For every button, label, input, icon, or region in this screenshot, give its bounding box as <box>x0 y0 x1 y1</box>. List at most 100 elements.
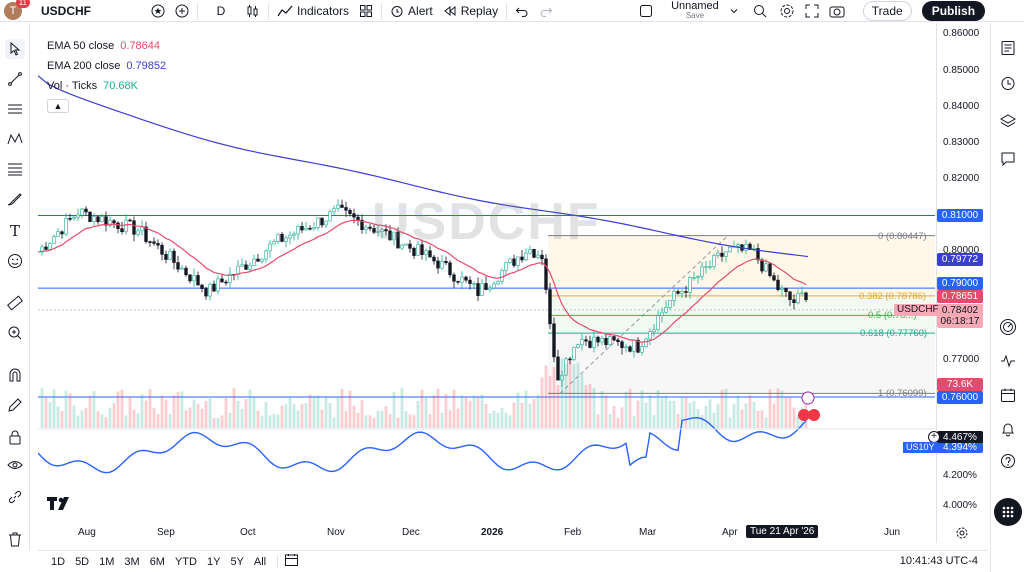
range-5y[interactable]: 5Y <box>230 555 244 568</box>
link-icon[interactable] <box>5 487 25 507</box>
publish-button[interactable]: Publish <box>917 0 990 22</box>
time-axis-settings-button[interactable] <box>955 526 969 543</box>
indicators-button[interactable]: Indicators <box>272 0 354 22</box>
time-tick: Oct <box>240 527 256 538</box>
candle-body <box>712 255 716 267</box>
undo-button[interactable] <box>510 0 534 22</box>
volume-legend[interactable]: Vol · Ticks 70.68K <box>47 76 166 96</box>
candle-body <box>476 283 480 296</box>
price-scale[interactable]: 0.86000 0.85000 0.84000 0.83000 0.82000 … <box>928 23 990 543</box>
add-symbol-button[interactable] <box>170 0 194 22</box>
range-ytd[interactable]: YTD <box>174 555 197 568</box>
alert-button[interactable]: Alert <box>385 0 438 22</box>
volume-bar <box>380 410 384 428</box>
event-flash-icon <box>801 391 815 405</box>
time-axis[interactable]: Aug Sep Oct Nov Dec 2026 Feb Mar Apr Jun… <box>38 522 936 542</box>
text-tool-icon[interactable]: T <box>9 222 20 240</box>
star-icon <box>151 4 165 17</box>
time-tick: Mar <box>639 527 657 538</box>
volume-bar <box>384 406 388 428</box>
volume-bar <box>288 397 292 428</box>
volume-bar <box>104 417 108 428</box>
snapshot-button[interactable] <box>824 0 850 22</box>
collapse-legend-button[interactable]: ▲ <box>47 99 69 113</box>
layout-checkbox[interactable] <box>634 0 658 22</box>
volume-bar <box>496 412 500 428</box>
range-5d[interactable]: 5D <box>75 555 90 568</box>
ema200-value: 0.79852 <box>126 60 167 72</box>
layout-menu-button[interactable]: Unnamed Save <box>666 0 744 22</box>
notifications-bell-icon[interactable] <box>998 419 1018 439</box>
volume-bar <box>56 406 60 428</box>
volume-bar <box>120 389 124 428</box>
horizontal-lines-tool-icon[interactable] <box>5 99 25 119</box>
signal-icon[interactable] <box>998 351 1018 371</box>
volume-bar <box>240 408 244 428</box>
layers-icon[interactable] <box>998 111 1018 131</box>
fullscreen-button[interactable] <box>800 0 824 22</box>
templates-button[interactable] <box>354 0 378 22</box>
volume-bar <box>788 397 792 428</box>
range-1d[interactable]: 1D <box>51 555 66 568</box>
fib-tool-icon[interactable] <box>5 159 25 179</box>
chat-icon[interactable] <box>998 149 1018 169</box>
volume-bar <box>692 401 696 428</box>
volume-bar <box>192 399 196 428</box>
volume-bar <box>540 377 544 428</box>
range-3m[interactable]: 3M <box>124 555 140 568</box>
candle-body <box>468 279 472 284</box>
fib-level-1: 1 (0.76099) <box>878 388 927 399</box>
go-to-date-button[interactable] <box>284 553 300 570</box>
zoom-in-icon[interactable] <box>5 323 25 343</box>
gauge-icon[interactable] <box>998 317 1018 337</box>
trend-line-tool-icon[interactable] <box>5 69 25 89</box>
range-all[interactable]: All <box>253 555 267 568</box>
magnet-icon[interactable] <box>5 365 25 385</box>
volume-bar <box>400 388 404 428</box>
ruler-tool-icon[interactable] <box>5 293 25 313</box>
settings-button[interactable] <box>774 0 800 22</box>
candle-body <box>516 256 520 266</box>
ema50-legend[interactable]: EMA 50 close 0.78644 <box>47 36 166 56</box>
ema200-line <box>38 75 809 258</box>
candle-body <box>408 243 412 249</box>
chart-type-button[interactable] <box>241 0 265 22</box>
cursor-tool-icon[interactable] <box>5 39 25 59</box>
help-icon[interactable] <box>998 451 1018 471</box>
volume-bar <box>480 394 484 428</box>
quick-search-button[interactable] <box>748 0 774 22</box>
candle-body <box>280 234 284 242</box>
interval-button[interactable]: D <box>201 0 241 22</box>
user-avatar[interactable]: T 11 <box>4 0 30 20</box>
lock-drawing-pencil-icon[interactable] <box>5 395 25 415</box>
range-6m[interactable]: 6M <box>149 555 165 568</box>
trade-button[interactable]: Trade <box>858 0 917 22</box>
lock-icon[interactable] <box>5 427 25 447</box>
trash-icon[interactable] <box>5 529 25 549</box>
candle-body <box>508 258 512 263</box>
symbol-search[interactable]: USDCHF <box>36 0 96 22</box>
ema200-legend[interactable]: EMA 200 close 0.79852 <box>47 56 166 76</box>
alerts-clock-icon[interactable] <box>998 73 1018 93</box>
replay-button[interactable]: Replay <box>438 0 503 22</box>
watchlist-icon[interactable] <box>998 38 1018 58</box>
range-1m[interactable]: 1M <box>99 555 115 568</box>
volume-bar <box>256 410 260 428</box>
price-tick: 0.84000 <box>943 101 980 112</box>
calendar-icon[interactable] <box>998 385 1018 405</box>
volume-bar <box>492 410 496 428</box>
clock-timezone[interactable]: 10:41:43 UTC-4 <box>899 555 978 567</box>
apps-grid-icon[interactable] <box>994 498 1022 526</box>
pattern-tool-icon[interactable] <box>5 129 25 149</box>
notification-badge: 11 <box>15 0 30 8</box>
volume-bar <box>424 398 428 428</box>
compare-symbol-button[interactable] <box>146 0 170 22</box>
brush-tool-icon[interactable] <box>5 189 25 209</box>
candle-body <box>68 218 72 220</box>
emoji-tool-icon[interactable] <box>5 251 25 271</box>
eye-icon[interactable] <box>5 455 25 475</box>
price-chart[interactable] <box>38 23 936 543</box>
redo-button[interactable] <box>534 0 558 22</box>
range-1y[interactable]: 1Y <box>206 555 221 568</box>
candle-body <box>208 283 212 297</box>
